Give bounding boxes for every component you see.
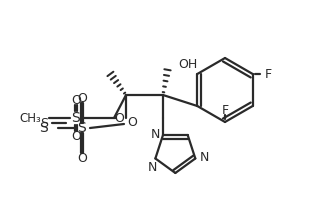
Text: CH₃: CH₃ [19, 111, 41, 124]
Text: S: S [40, 121, 48, 135]
Text: F: F [265, 68, 272, 81]
Text: O: O [77, 91, 87, 104]
Text: S: S [78, 121, 86, 135]
Text: O: O [71, 130, 81, 143]
Text: N: N [150, 128, 160, 140]
Text: O: O [77, 151, 87, 165]
Text: N: N [148, 161, 157, 174]
Text: S: S [72, 111, 80, 125]
Text: O: O [127, 116, 137, 129]
Text: N: N [200, 151, 209, 164]
Text: O: O [71, 94, 81, 107]
Text: S: S [40, 117, 48, 130]
Text: OH: OH [178, 59, 197, 71]
Text: F: F [221, 103, 228, 117]
Text: O: O [114, 111, 124, 124]
